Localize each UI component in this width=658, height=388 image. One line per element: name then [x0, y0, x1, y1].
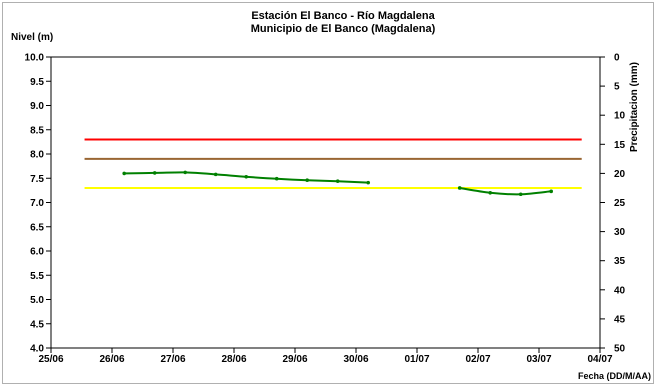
- data-point: [122, 171, 126, 176]
- plot-area: 4.0 4.5 5.0 5.5 6.0 6.5 7.0 7.5 8.0 8.5 9.0 9.5 10.0…: [25, 53, 626, 366]
- y2-tick-label: 20: [614, 169, 626, 180]
- y-tick-label: 8.0: [30, 150, 44, 161]
- data-point: [488, 191, 493, 195]
- y-tick-label: 7.0: [30, 198, 44, 209]
- y2-tick-label: 25: [614, 198, 626, 209]
- y-tick-label: 8.5: [30, 125, 44, 136]
- plot-border: [50, 56, 601, 349]
- y-tick-label: 6.0: [30, 247, 44, 258]
- y2-tick-label: 30: [614, 227, 626, 238]
- x-tick-label: 02/07: [465, 354, 490, 365]
- data-point: [152, 171, 157, 175]
- y-tick-label: 5.5: [30, 271, 44, 282]
- y2-tick-label: 45: [614, 314, 626, 325]
- data-point: [213, 172, 218, 177]
- x-tick-label: 25/06: [38, 354, 63, 365]
- y-axis-label: Nivel (m): [11, 32, 53, 43]
- y-tick-label: 7.5: [30, 174, 44, 185]
- x-tick-label: 27/06: [160, 354, 185, 365]
- x-tick-label: 28/06: [221, 354, 246, 365]
- data-point: [366, 180, 371, 185]
- data-point: [549, 189, 553, 194]
- y-tick-label: 9.0: [30, 101, 44, 112]
- x-tick-label: 01/07: [404, 354, 429, 365]
- data-point: [335, 179, 340, 183]
- y2-tick-label: 50: [614, 344, 626, 355]
- y-tick-label: 10.0: [25, 53, 45, 64]
- y-tick-label: 4.5: [30, 319, 44, 330]
- data-point: [244, 174, 248, 179]
- y-tick-label: 9.5: [30, 77, 44, 88]
- y2-tick-label: 10: [614, 111, 626, 122]
- y-tick-label: 5.0: [30, 295, 44, 306]
- y2-tick-label: 40: [614, 285, 626, 296]
- x-axis-label: Fecha (DD/M/AA): [578, 371, 651, 381]
- y2-axis-label: Precipitacion (mm): [629, 62, 640, 152]
- x-tick-label: 26/06: [99, 354, 124, 365]
- chart-subtitle: Municipio de El Banco (Magdalena): [251, 23, 436, 35]
- data-point: [518, 192, 523, 197]
- data-point: [183, 170, 187, 175]
- y2-tick-label: 5: [614, 82, 620, 93]
- level-chart: Estación El Banco - Río Magdalena Munici…: [11, 10, 651, 381]
- y-tick-label: 6.5: [30, 222, 44, 233]
- chart-title: Estación El Banco - Río Magdalena: [251, 10, 435, 22]
- x-tick-label: 29/06: [282, 354, 307, 365]
- data-point: [305, 178, 310, 182]
- data-point: [274, 176, 279, 181]
- series-line: [459, 187, 552, 196]
- chart-frame: Estación El Banco - Río Magdalena Munici…: [2, 2, 654, 384]
- data-point: [457, 186, 462, 190]
- y2-tick-label: 15: [614, 140, 626, 151]
- x-tick-label: 03/07: [526, 354, 551, 365]
- y2-tick-label: 35: [614, 256, 626, 267]
- x-tick-label: 30/06: [343, 354, 368, 365]
- y-tick-label: 4.0: [30, 344, 44, 355]
- x-tick-label: 04/07: [587, 354, 612, 365]
- y2-tick-label: 0: [614, 53, 620, 64]
